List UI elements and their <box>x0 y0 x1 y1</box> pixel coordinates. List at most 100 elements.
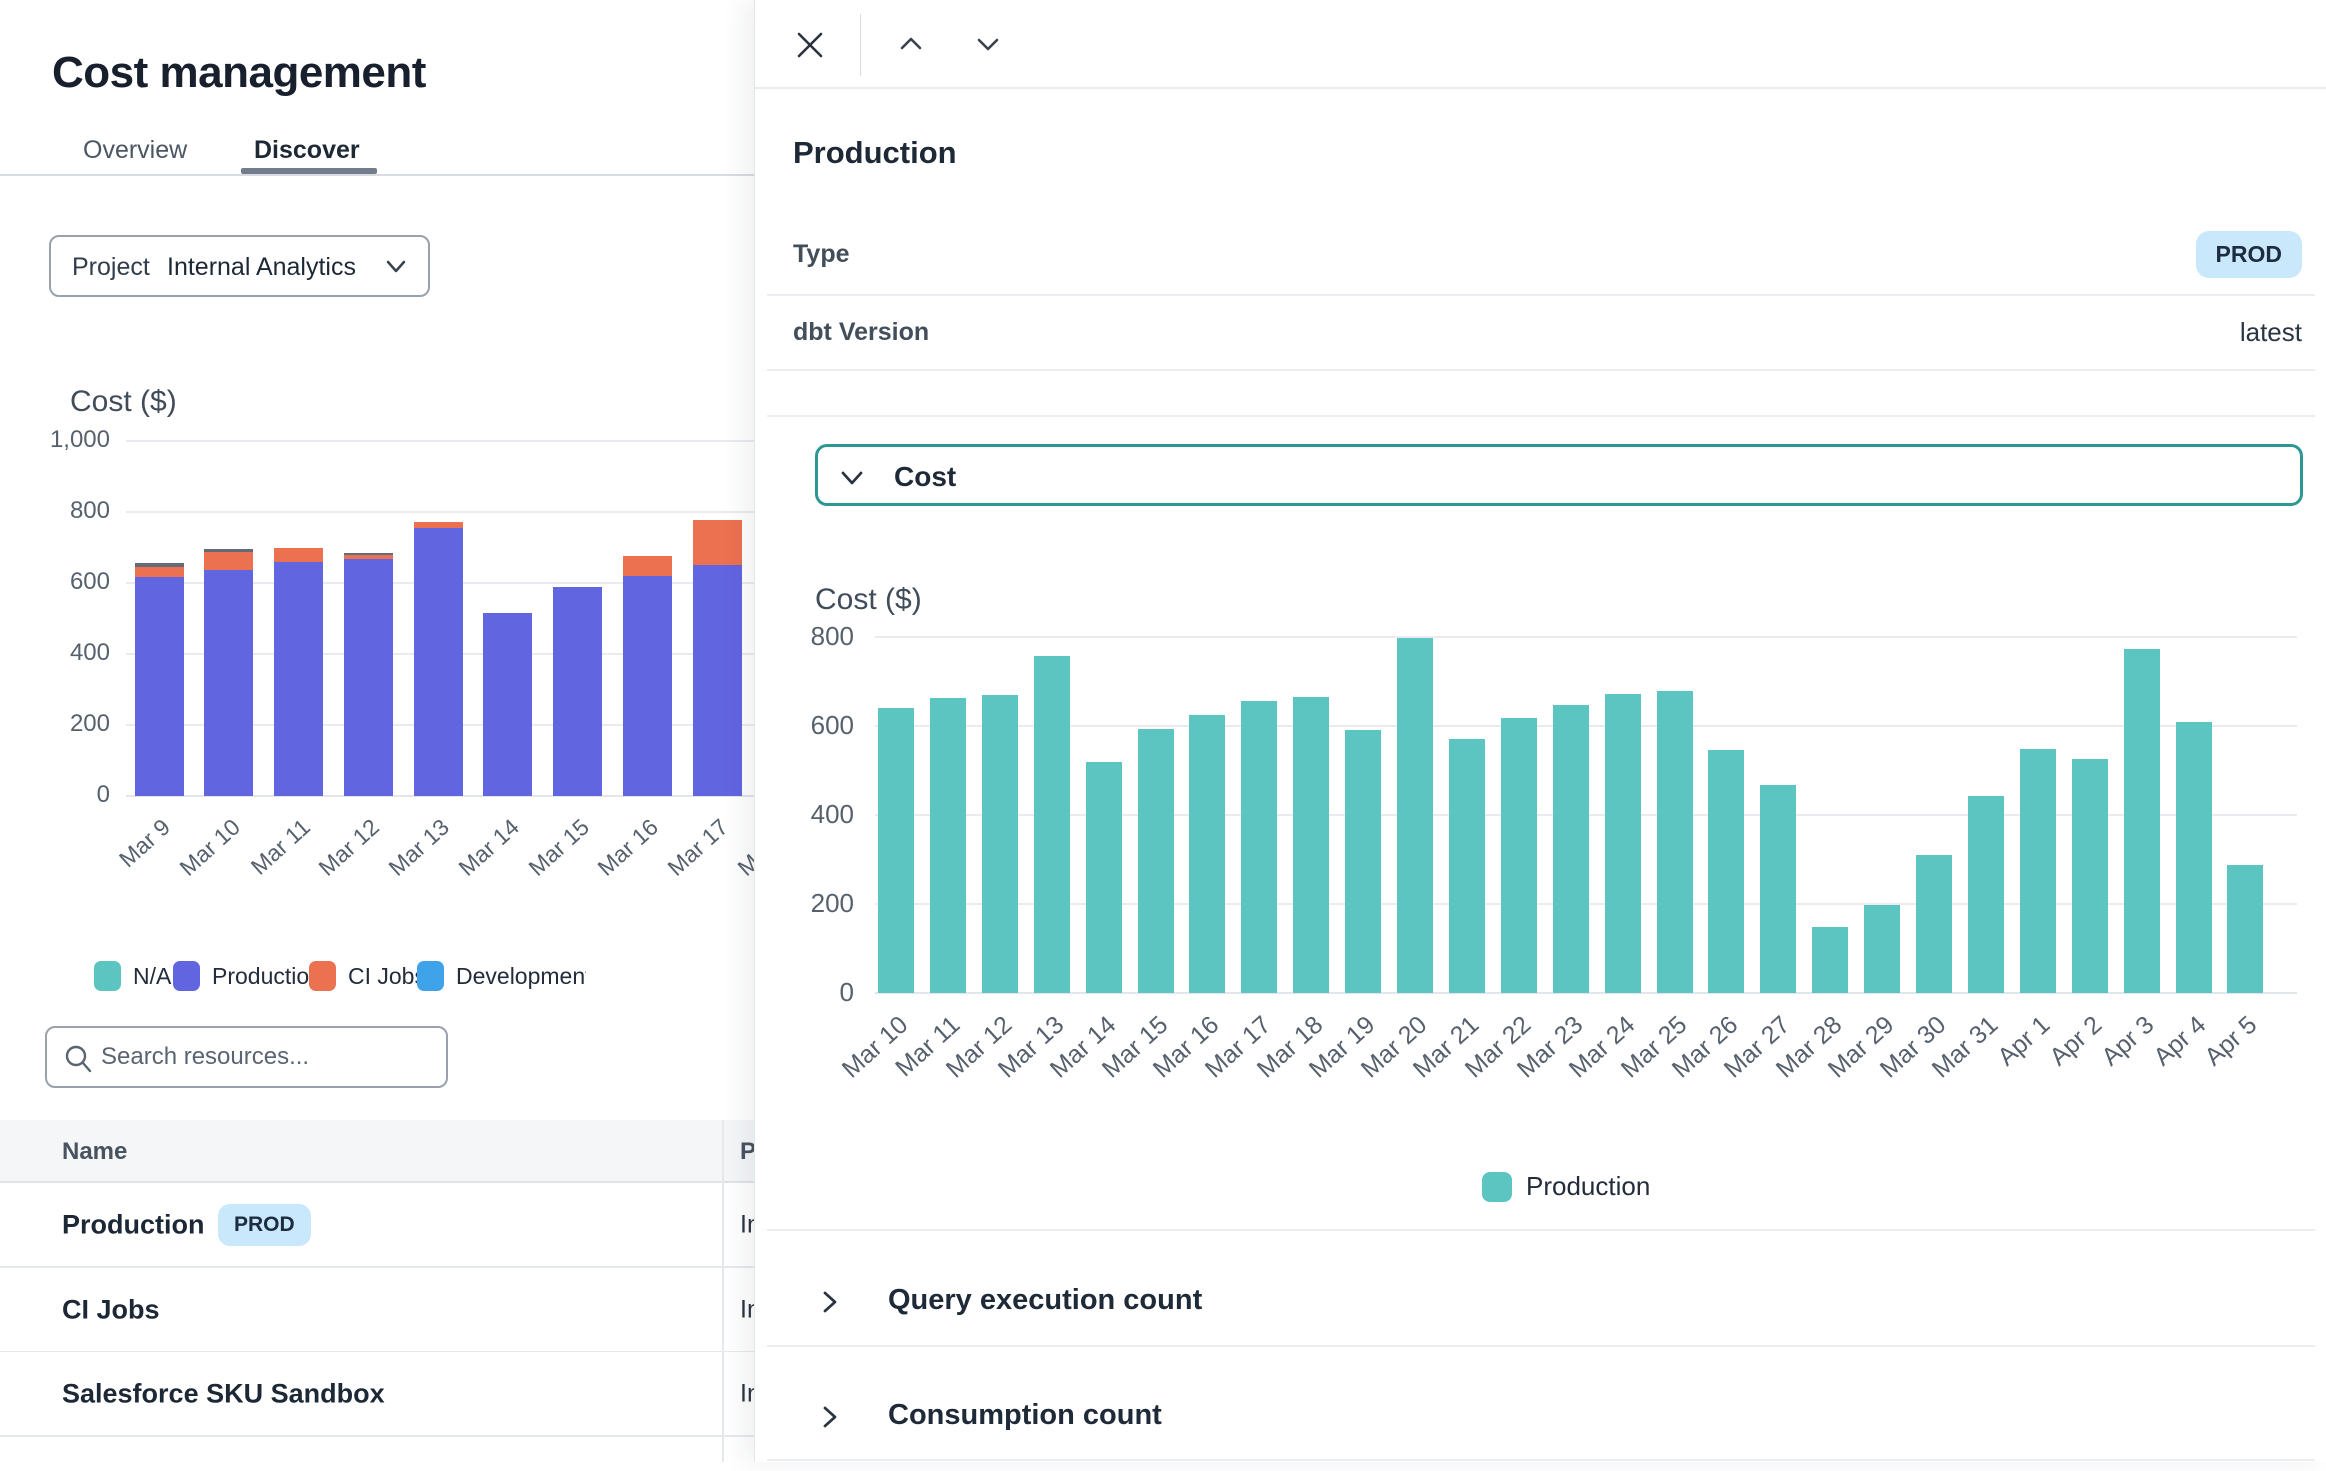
chevron-down-icon <box>841 471 863 485</box>
bar-production-apr-5[interactable] <box>2227 865 2264 993</box>
y-axis-tick-label: 400 <box>69 639 110 667</box>
bar-ci-jobs-mar-11[interactable] <box>274 547 323 562</box>
bar-production-mar-19[interactable] <box>1345 730 1382 993</box>
next-item-button[interactable] <box>975 34 1001 59</box>
bar-production-apr-1[interactable] <box>2019 749 2056 993</box>
page-title: Cost management <box>52 48 426 97</box>
bar-production-mar-11[interactable] <box>929 698 966 993</box>
query-execution-count-section[interactable]: Query execution count <box>755 1246 2326 1356</box>
bar-production-mar-25[interactable] <box>1656 690 1693 993</box>
tabs-divider <box>0 174 754 176</box>
bar-ci-jobs-mar-12[interactable] <box>343 554 393 559</box>
bar-production-mar-12[interactable] <box>343 558 393 796</box>
bar-production-mar-26[interactable] <box>1708 750 1745 993</box>
bar-production-apr-2[interactable] <box>2071 758 2108 993</box>
tab-overview[interactable]: Overview <box>83 136 188 164</box>
section-divider <box>767 415 2315 417</box>
consumption-count-section[interactable]: Consumption count <box>755 1361 2326 1471</box>
type-prod-badge: PROD <box>2195 231 2302 278</box>
bar-production-mar-18[interactable] <box>1293 697 1330 993</box>
field-divider <box>767 294 2315 296</box>
cost-section-toggle[interactable]: Cost <box>815 444 2303 506</box>
table-header: Name Project <box>0 1120 754 1183</box>
bar-production-mar-22[interactable] <box>1500 717 1537 993</box>
bar-production-mar-13[interactable] <box>413 527 463 796</box>
bar-ci-jobs-mar-17[interactable] <box>692 519 742 565</box>
bar-production-apr-3[interactable] <box>2123 649 2160 993</box>
bar-production-mar-9[interactable] <box>134 576 184 796</box>
previous-item-button[interactable] <box>898 34 924 59</box>
bar-production-mar-14[interactable] <box>483 613 533 796</box>
bar-production-mar-16[interactable] <box>622 575 672 796</box>
bar-production-mar-16[interactable] <box>1189 715 1226 993</box>
bar-production-mar-11[interactable] <box>274 561 323 796</box>
bar-production-mar-20[interactable] <box>1397 637 1433 993</box>
bar-production-mar-30[interactable] <box>1916 855 1952 993</box>
legend-swatch-production <box>173 961 200 991</box>
section-divider <box>767 1229 2315 1231</box>
cost-management-page: Cost management Overview Discover Projec… <box>0 0 754 1462</box>
chevron-up-icon <box>900 37 922 50</box>
bar-production-mar-10[interactable] <box>878 708 914 993</box>
bar-production-mar-29[interactable] <box>1864 904 1901 993</box>
legend-item-na[interactable]: N/A <box>94 961 171 991</box>
column-header-project: Project <box>740 1138 754 1165</box>
close-button[interactable] <box>793 28 827 67</box>
bar-production-mar-28[interactable] <box>1812 927 1849 993</box>
bar-production-mar-14[interactable] <box>1085 762 1122 993</box>
bar-production-mar-27[interactable] <box>1760 784 1797 993</box>
bar-production-mar-23[interactable] <box>1552 704 1589 993</box>
search-resources-box[interactable] <box>45 1026 448 1088</box>
table-row-salesforce-sku-sandbox[interactable]: Salesforce SKU Sandbox Internal Analytic… <box>0 1352 754 1437</box>
table-column-divider <box>722 1120 724 1462</box>
y-axis-tick-label: 1,000 <box>49 426 110 454</box>
bar-production-mar-24[interactable] <box>1604 693 1641 993</box>
tab-discover[interactable]: Discover <box>254 136 360 164</box>
right-chart-title: Cost ($) <box>815 583 922 616</box>
y-axis-tick-label: 800 <box>810 620 854 651</box>
production-cost-bar-chart: 0 200 400 600 800 Mar 10 Mar 11 Mar 12 Mar 13 Mar… <box>755 0 2326 1462</box>
left-chart-title: Cost ($) <box>70 385 177 418</box>
legend-item-production[interactable]: Production <box>173 961 322 991</box>
bar-ci-jobs-mar-9[interactable] <box>134 567 184 577</box>
y-axis-tick-label: 400 <box>810 798 854 829</box>
bar-production-apr-4[interactable] <box>2175 722 2212 993</box>
section-divider <box>767 1345 2315 1347</box>
legend-item-ci-jobs[interactable]: CI Jobs <box>309 961 426 991</box>
y-axis-tick-label: 0 <box>96 781 110 809</box>
project-filter-dropdown[interactable]: Project Internal Analytics <box>49 235 430 297</box>
chevron-down-icon <box>977 38 999 51</box>
bar-production-mar-17[interactable] <box>692 564 742 796</box>
legend-swatch-ci-jobs <box>309 961 336 991</box>
chevron-down-icon <box>386 260 406 273</box>
bar-ci-jobs-mar-13[interactable] <box>413 521 463 528</box>
bar-production-mar-10[interactable] <box>204 569 254 796</box>
gridline <box>126 795 754 797</box>
section-divider <box>767 1459 2315 1461</box>
bar-production-mar-13[interactable] <box>1033 655 1070 993</box>
bar-production-mar-17[interactable] <box>1241 701 1278 993</box>
table-row-ci-jobs[interactable]: CI Jobs Internal Analytics <box>0 1268 754 1353</box>
right-chart-legend[interactable]: Production <box>1482 1171 1650 1202</box>
project-filter-label: Project <box>72 253 150 281</box>
bar-other-mar-9[interactable] <box>134 563 184 567</box>
table-row-production[interactable]: Production PROD Internal Analytics <box>0 1183 754 1268</box>
drawer-header <box>755 0 2326 89</box>
legend-swatch-development <box>417 961 444 991</box>
bar-other-mar-12[interactable] <box>343 552 393 555</box>
bar-production-mar-12[interactable] <box>981 695 1018 993</box>
bar-production-mar-15[interactable] <box>553 586 602 796</box>
left-chart-legend: N/A Production CI Jobs Development <box>0 961 754 995</box>
bar-ci-jobs-mar-10[interactable] <box>204 551 254 570</box>
bar-ci-jobs-mar-16[interactable] <box>622 556 672 576</box>
search-input[interactable] <box>101 1028 431 1086</box>
bar-production-mar-15[interactable] <box>1137 729 1174 993</box>
legend-item-development[interactable]: Development <box>417 961 586 991</box>
bar-production-mar-31[interactable] <box>1967 795 2004 993</box>
bar-other-mar-10[interactable] <box>204 548 254 552</box>
gridline <box>126 440 754 442</box>
table-row-crp-salesforce-sandbox[interactable]: CRP Salesforce Sandbox Internal Analytic… <box>0 1438 754 1462</box>
bar-production-mar-21[interactable] <box>1448 739 1485 993</box>
dbt-version-value: latest <box>2239 317 2302 347</box>
drawer-title: Production <box>793 135 957 170</box>
